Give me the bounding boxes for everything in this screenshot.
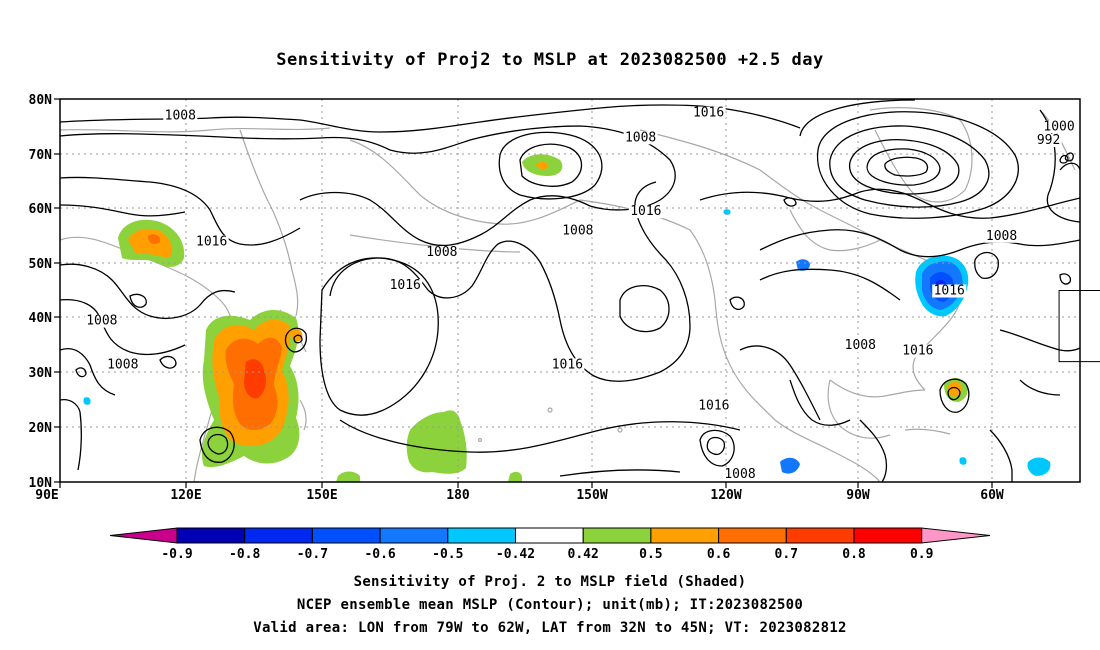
colorbar-segment — [379, 527, 449, 544]
contour-label: 1000 — [1043, 119, 1074, 134]
colorbar-segment — [853, 527, 923, 544]
contour-label-halo — [1035, 134, 1062, 148]
colorbar-segment — [311, 527, 381, 544]
map-title: Sensitivity of Proj2 to MSLP at 20230825… — [276, 50, 824, 70]
contour-label: 992 — [1037, 133, 1060, 148]
lat-label: 50N — [29, 257, 53, 272]
contour-label: 1016 — [902, 344, 933, 359]
contour-label-halo — [623, 131, 658, 145]
colorbar-label: -0.6 — [364, 547, 395, 562]
plot-frame — [59, 98, 1081, 483]
contour-label: 1008 — [986, 229, 1017, 244]
colorbar-low-end — [109, 527, 178, 544]
tick-marks — [54, 98, 993, 488]
lat-label: 40N — [29, 311, 53, 326]
contour-label-halo — [163, 109, 198, 123]
colorbar-segment — [650, 527, 720, 544]
contour-label: 1016 — [552, 357, 583, 372]
mslp-contours — [60, 99, 1080, 482]
lat-label: 10N — [29, 476, 53, 491]
contour-label-halo — [560, 224, 595, 238]
colorbar-label: -0.5 — [432, 547, 463, 562]
contour-label-halo — [723, 467, 757, 481]
colorbar-segment — [515, 527, 584, 544]
contour-label: 1016 — [196, 234, 227, 249]
lon-label: 90E — [35, 488, 58, 503]
lon-label: 150E — [306, 488, 337, 503]
contour-label: 1016 — [630, 204, 661, 219]
longitude-labels: 90E 120E 150E 180 150W 120W 90W 60W — [35, 488, 1004, 503]
colorbar-label: -0.8 — [229, 547, 260, 562]
contour-label: 1008 — [165, 108, 196, 123]
contour-label-halo — [932, 284, 967, 298]
caption-line-2: NCEP ensemble mean MSLP (Contour); unit(… — [296, 597, 804, 613]
colorbar-label: 0.6 — [707, 547, 731, 562]
latitude-labels: 80N 70N 60N 50N 40N 30N 20N 10N — [29, 93, 53, 491]
colorbar-high-end — [921, 527, 991, 544]
lon-label: 90W — [846, 488, 870, 503]
contour-label-halo — [105, 358, 140, 372]
contour-label-halo — [628, 205, 663, 219]
contour-label: 1016 — [934, 284, 965, 299]
lat-label: 30N — [29, 366, 53, 381]
colorbar-label: -0.9 — [161, 547, 192, 562]
contour-label: 1008 — [426, 245, 457, 260]
contour-label-halo — [900, 344, 935, 358]
lon-label: 180 — [446, 488, 470, 503]
contour-label-halo — [1042, 120, 1077, 134]
colorbar: -0.9 -0.8 -0.7 -0.6 -0.5 -0.42 0.42 0.5 0.6 0.7 0.… — [109, 527, 991, 562]
contour-label-halo — [691, 106, 726, 120]
colorbar-segment — [582, 527, 652, 544]
contour-label: 1016 — [698, 398, 729, 413]
contour-label-halo — [424, 246, 459, 260]
colorbar-segment — [176, 527, 246, 544]
gridlines — [60, 99, 1080, 482]
contour-label: 1016 — [693, 106, 724, 121]
colorbar-label: 0.7 — [775, 547, 798, 562]
contour-label: 1016 — [390, 278, 421, 293]
contour-label-halo — [984, 229, 1019, 243]
contour-label: 1008 — [724, 467, 755, 482]
colorbar-label: 0.42 — [568, 547, 599, 562]
colorbar-label: -0.42 — [496, 547, 535, 562]
contour-label-halo — [388, 279, 423, 293]
contour-label: 1008 — [845, 338, 876, 353]
contour-label-halo — [696, 399, 731, 413]
valid-area-box — [1058, 290, 1100, 363]
caption-line-3: Valid area: LON from 79W to 62W, LAT fro… — [253, 620, 847, 636]
lon-label: 120E — [170, 488, 201, 503]
colorbar-segment — [785, 527, 855, 544]
lat-label: 60N — [29, 202, 53, 217]
caption-line-1: Sensitivity of Proj. 2 to MSLP field (Sh… — [353, 574, 747, 590]
positive-sensitivity-shading — [118, 154, 968, 482]
colorbar-segment — [447, 527, 516, 544]
contour-label-halo — [550, 358, 585, 372]
contour-label-halo — [84, 314, 119, 328]
lat-label: 80N — [29, 93, 53, 108]
lat-label: 70N — [29, 148, 53, 163]
lat-label: 20N — [29, 421, 53, 436]
contour-label-halo — [194, 235, 229, 249]
colorbar-label: 0.5 — [639, 547, 662, 562]
contour-label-halo — [843, 339, 878, 353]
colorbar-segment — [244, 527, 313, 544]
contour-label: 1008 — [107, 357, 138, 372]
lon-label: 120W — [710, 488, 741, 503]
contour-label: 1008 — [86, 314, 117, 329]
colorbar-label: -0.7 — [297, 547, 328, 562]
lon-label: 150W — [576, 488, 607, 503]
colorbar-segment — [718, 527, 787, 544]
contour-label: 1008 — [625, 130, 656, 145]
lon-label: 60W — [980, 488, 1004, 503]
contour-label: 1008 — [562, 223, 593, 238]
colorbar-label: 0.8 — [842, 547, 866, 562]
colorbar-label: 0.9 — [910, 547, 933, 562]
